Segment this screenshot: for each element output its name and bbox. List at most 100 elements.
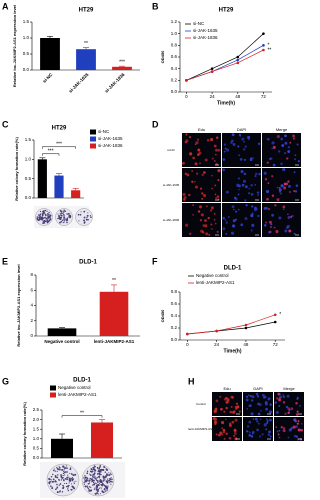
colony: [97, 470, 100, 473]
bracket-label: ***: [48, 149, 54, 155]
colony: [71, 479, 74, 482]
colony: [66, 485, 68, 488]
nucleus: [282, 395, 286, 399]
y-tick-label: 0.2: [171, 78, 178, 83]
nucleus: [210, 223, 213, 226]
colony: [73, 482, 75, 485]
nucleus: [270, 223, 273, 226]
nucleus: [248, 404, 252, 407]
nucleus: [250, 183, 253, 187]
x-tick-label: 24: [210, 94, 216, 99]
colony: [67, 474, 69, 476]
nucleus: [250, 435, 254, 438]
nucleus: [244, 217, 248, 221]
nucleus: [243, 140, 246, 143]
nucleus: [282, 205, 286, 209]
colony: [62, 472, 65, 475]
nucleus: [238, 188, 240, 191]
nucleus: [273, 226, 276, 229]
colony: [94, 465, 96, 468]
colony: [63, 469, 65, 471]
colony: [104, 490, 107, 492]
y-axis-label: Relative lnc-JAKMIP2-AS1 expression leve…: [16, 264, 21, 346]
nucleus: [183, 196, 187, 200]
colony: [44, 220, 46, 222]
nucleus: [217, 148, 221, 152]
chart-title: DLD-1: [224, 266, 242, 272]
nucleus: [194, 180, 196, 183]
colony: [55, 476, 57, 478]
y-tick-label: 0.5: [33, 446, 40, 451]
colony: [100, 487, 102, 489]
nucleus: [201, 173, 204, 177]
nucleus: [277, 392, 281, 396]
nucleus: [276, 134, 280, 139]
colony: [96, 486, 98, 489]
colony: [66, 219, 68, 221]
colony: [100, 474, 102, 476]
nucleus: [289, 141, 292, 144]
nucleus: [276, 186, 279, 189]
nucleus: [265, 407, 268, 411]
colony: [63, 209, 65, 211]
colony: [83, 210, 86, 213]
nucleus: [284, 412, 287, 415]
nucleus: [284, 134, 287, 138]
nucleus: [296, 410, 299, 413]
nucleus: [274, 204, 277, 207]
panel-letter: D: [152, 119, 159, 129]
nucleus: [277, 150, 281, 153]
nucleus: [263, 207, 267, 210]
nucleus: [256, 428, 259, 432]
nucleus: [287, 150, 291, 153]
colony: [43, 222, 46, 224]
nucleus: [189, 232, 192, 236]
y-axis-label: Relative colony formation rate(%): [14, 137, 19, 201]
colony: [56, 466, 58, 469]
nucleus: [267, 433, 271, 437]
nucleus: [222, 158, 226, 161]
nucleus: [223, 410, 226, 413]
nucleus: [280, 162, 283, 166]
colony: [63, 221, 65, 224]
nucleus: [254, 417, 258, 421]
colony: [97, 488, 99, 491]
legend-label: lenti-JAKMIP2-AS1: [58, 392, 97, 397]
colony: [56, 486, 59, 489]
nucleus: [245, 398, 249, 402]
point: [244, 326, 248, 330]
nucleus: [225, 148, 230, 152]
nucleus: [274, 401, 278, 404]
nucleus: [197, 210, 201, 213]
nucleus: [229, 424, 232, 427]
colony: [89, 477, 92, 480]
colony: [46, 214, 48, 216]
colony: [88, 489, 90, 491]
legend-label: si-NC: [193, 21, 205, 26]
nucleus: [252, 418, 255, 420]
colony: [52, 473, 54, 476]
colony: [38, 218, 41, 221]
y-tick-label: 1.5: [23, 19, 30, 24]
colony: [65, 482, 68, 485]
colony: [106, 474, 109, 476]
nucleus: [286, 224, 290, 228]
y-tick-label: 0.8: [171, 43, 178, 48]
nucleus: [234, 210, 238, 213]
significance-bracket: [42, 146, 76, 149]
nucleus: [287, 216, 291, 219]
y-tick-label: 0.0: [33, 455, 40, 460]
nucleus: [211, 174, 213, 177]
colony: [78, 220, 80, 222]
nucleus: [219, 395, 222, 398]
colony: [63, 466, 65, 468]
nucleus: [296, 143, 299, 146]
nucleus: [196, 172, 199, 175]
nucleus: [266, 420, 269, 423]
nucleus: [230, 231, 235, 235]
line: [186, 49, 264, 81]
nucleus: [247, 135, 251, 140]
colony: [94, 482, 96, 484]
colony: [98, 487, 100, 489]
nucleus: [215, 153, 217, 156]
